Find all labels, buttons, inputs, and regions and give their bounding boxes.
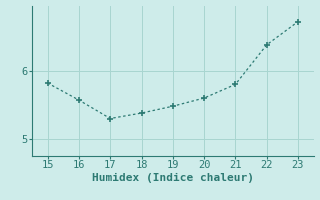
X-axis label: Humidex (Indice chaleur): Humidex (Indice chaleur): [92, 173, 254, 183]
